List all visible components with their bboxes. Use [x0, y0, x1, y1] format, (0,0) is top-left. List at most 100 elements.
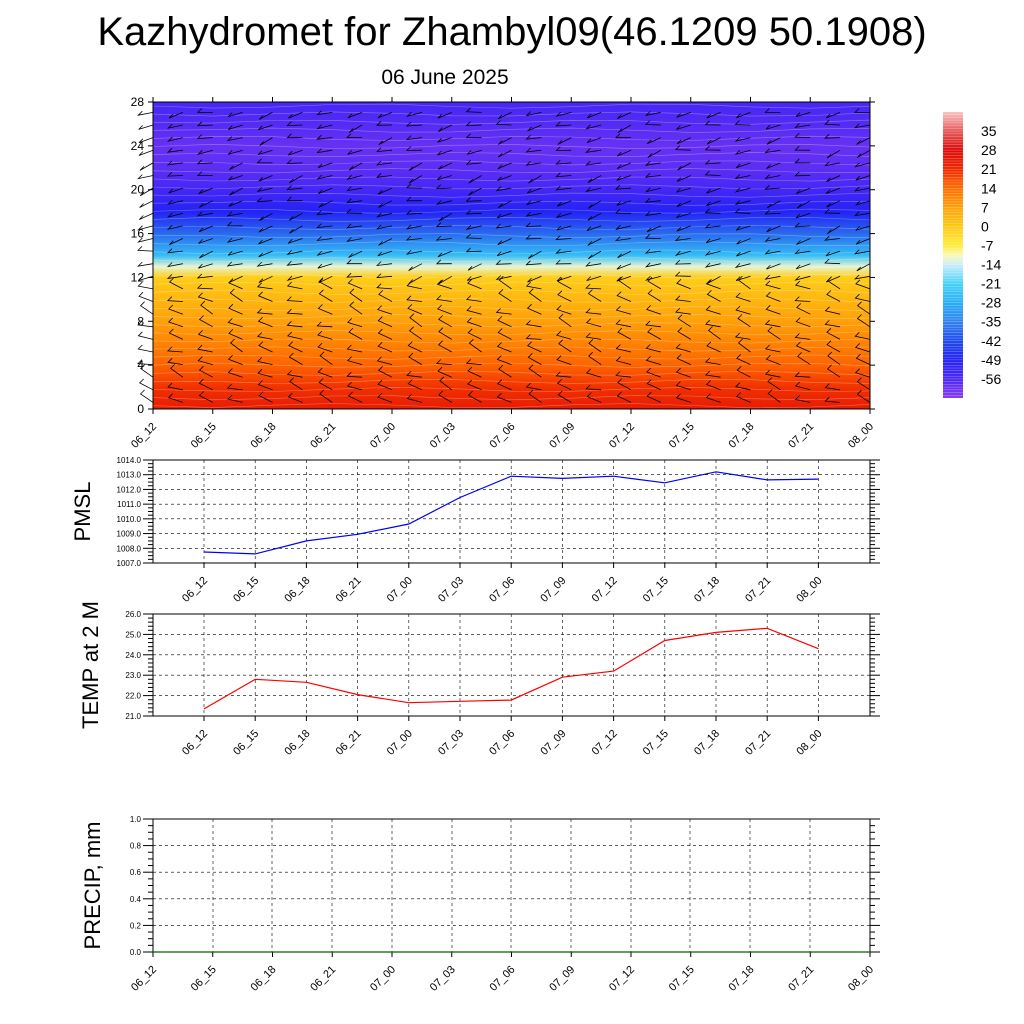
- wind-barb: [468, 175, 482, 184]
- wind-barb: [555, 235, 572, 240]
- wind-barb: [737, 314, 751, 328]
- y-tick-label: 0: [137, 402, 144, 416]
- x-tick-label: 07_12: [590, 575, 620, 605]
- wind-barb: [527, 341, 542, 353]
- wind-barb: [767, 377, 781, 391]
- wind-barb: [764, 108, 781, 113]
- wind-barb: [168, 112, 184, 119]
- wind-barb: [496, 212, 512, 219]
- wind-barb: [316, 110, 333, 116]
- wind-barb: [735, 225, 751, 231]
- wind-barb: [766, 200, 781, 209]
- wind-barb: [286, 196, 303, 202]
- wind-barb: [705, 279, 721, 290]
- wind-barb: [647, 276, 662, 290]
- wind-barb: [258, 175, 273, 182]
- contour-line: [152, 192, 871, 198]
- wind-barb: [646, 137, 662, 145]
- wind-barb: [644, 111, 661, 117]
- wind-barb: [556, 225, 572, 231]
- wind-barb: [497, 162, 512, 170]
- wind-barb: [346, 208, 363, 214]
- wind-barb: [318, 277, 333, 290]
- wind-barb: [319, 351, 333, 365]
- wind-barb: [349, 301, 363, 315]
- y-tick-label: 28: [131, 95, 145, 109]
- wind-barb: [528, 175, 542, 184]
- wind-barb: [196, 171, 213, 177]
- wind-barb: [377, 112, 393, 119]
- wind-barb: [198, 263, 213, 269]
- wind-barb: [408, 175, 423, 184]
- wind-barb: [406, 394, 423, 403]
- wind-barb: [826, 175, 841, 182]
- colorbar-label: 14: [981, 180, 997, 196]
- contour-line: [152, 297, 871, 303]
- wind-barb: [137, 261, 154, 267]
- wind-barb: [676, 187, 691, 193]
- wind-barb: [228, 329, 243, 340]
- temp2m-panel: 21.0 22.0 23.0 24.0 25.0 26.0 06_12 06_15 06_18 0…: [78, 601, 880, 758]
- wind-barb: [435, 259, 452, 265]
- x-tick-label: 07_06: [488, 421, 518, 451]
- wind-barb: [676, 200, 691, 208]
- x-tick-label: 07_06: [488, 964, 518, 994]
- wind-barb: [677, 327, 692, 340]
- wind-barb: [644, 172, 661, 178]
- wind-barb: [465, 295, 482, 302]
- wind-barb: [854, 211, 871, 217]
- wind-barb: [675, 343, 691, 353]
- wind-barb: [615, 356, 632, 365]
- y-tick-label: 24: [131, 139, 145, 153]
- wind-barb: [706, 341, 721, 353]
- wind-barb: [826, 275, 841, 283]
- wind-barb: [167, 382, 183, 391]
- wind-barb: [497, 112, 512, 120]
- wind-barb: [794, 145, 811, 151]
- wind-barb: [586, 392, 602, 403]
- wind-barb: [614, 236, 632, 242]
- wind-barb: [794, 296, 811, 302]
- wind-barb: [645, 320, 661, 328]
- wind-barb: [734, 149, 751, 155]
- wind-barb: [228, 124, 243, 130]
- wind-barb: [137, 225, 154, 231]
- wind-barb: [528, 364, 542, 378]
- wind-barb: [736, 250, 751, 257]
- wind-barb: [528, 250, 542, 259]
- wind-barb: [346, 259, 363, 265]
- wind-barb: [736, 366, 751, 378]
- wind-barb: [734, 263, 751, 269]
- wind-barb: [555, 185, 572, 191]
- wind-barb: [588, 200, 602, 209]
- wind-barb: [467, 366, 482, 378]
- wind-barb: [316, 210, 333, 216]
- wind-barb: [437, 112, 452, 119]
- wind-barb: [706, 187, 721, 194]
- y-tick-label: 0.8: [130, 842, 142, 851]
- wind-barb: [498, 364, 512, 378]
- wind-barb: [585, 318, 602, 328]
- wind-barb: [466, 306, 482, 315]
- wind-barb: [588, 351, 602, 365]
- wind-barb: [376, 283, 393, 290]
- wind-barb: [528, 288, 542, 302]
- colorbar-levels: [943, 114, 963, 396]
- contour-line: [152, 241, 871, 247]
- wind-barb: [615, 305, 632, 315]
- wind-barb: [495, 120, 512, 126]
- y-tick-label: 1014.0: [117, 456, 142, 465]
- y-tick-label: 16: [131, 227, 145, 241]
- wind-barb: [408, 263, 423, 272]
- wind-barb: [557, 137, 572, 145]
- wind-barb: [465, 121, 482, 127]
- x-tick-label: 06_21: [308, 421, 338, 451]
- contour-line: [152, 289, 871, 295]
- wind-barb: [317, 304, 333, 315]
- x-tick-label: 07_09: [547, 964, 577, 994]
- wind-barb: [228, 275, 243, 283]
- wind-barb: [796, 200, 811, 209]
- wind-barb: [196, 283, 213, 290]
- wind-barb: [436, 304, 452, 315]
- wind-barb: [764, 174, 781, 180]
